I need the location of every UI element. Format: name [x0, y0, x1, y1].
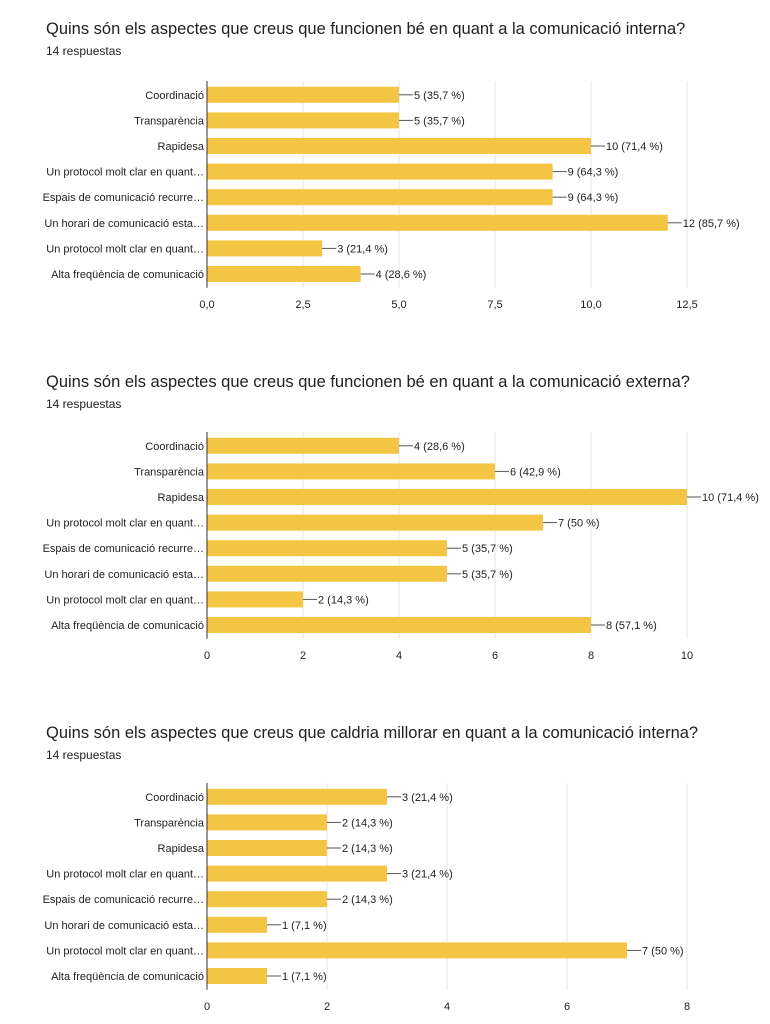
- data-label: 1 (7,1 %): [282, 971, 327, 983]
- bar: [207, 514, 543, 531]
- x-tick-label: 0,0: [199, 299, 214, 311]
- x-tick-label: 4: [396, 650, 402, 662]
- category-label: Transparència: [134, 817, 205, 829]
- bar: [207, 891, 327, 908]
- bar: [207, 214, 668, 231]
- chart-1-title: Quins són els aspectes que creus que fun…: [46, 20, 686, 38]
- data-label: 8 (57,1 %): [606, 620, 657, 632]
- data-label: 7 (50 %): [642, 945, 684, 957]
- bar: [207, 565, 447, 582]
- data-label: 4 (28,6 %): [376, 269, 427, 281]
- category-label: Un protocol molt clar en quant…: [46, 243, 204, 255]
- category-label: Alta freqüència de comunicació: [51, 269, 204, 281]
- x-tick-label: 0: [204, 1001, 210, 1013]
- data-label: 3 (21,4 %): [402, 869, 453, 881]
- bar: [207, 814, 327, 831]
- category-label: Coordinació: [145, 90, 204, 102]
- data-label: 3 (21,4 %): [337, 243, 388, 255]
- bar: [207, 591, 303, 608]
- bar: [207, 240, 323, 257]
- data-label: 1 (7,1 %): [282, 920, 327, 932]
- bar: [207, 916, 267, 933]
- category-label: Espais de comunicació recurre…: [43, 894, 204, 906]
- data-label: 5 (35,7 %): [462, 569, 513, 581]
- category-label: Espais de comunicació recurre…: [43, 192, 204, 204]
- category-label: Alta freqüència de comunicació: [51, 620, 204, 632]
- bar: [207, 942, 627, 959]
- data-label: 5 (35,7 %): [462, 543, 513, 555]
- category-label: Un protocol molt clar en quant…: [46, 518, 204, 530]
- data-label: 4 (28,6 %): [414, 441, 465, 453]
- category-label: Coordinació: [145, 792, 204, 804]
- bar: [207, 968, 267, 984]
- category-label: Alta freqüència de comunicació: [51, 971, 204, 983]
- data-label: 9 (64,3 %): [568, 167, 619, 179]
- data-label: 9 (64,3 %): [568, 192, 619, 204]
- bar: [207, 540, 447, 557]
- category-label: Un protocol molt clar en quant…: [46, 594, 204, 606]
- bar: [207, 489, 687, 505]
- category-label: Un horari de comunicació esta…: [44, 218, 204, 230]
- chart-1-subtitle: 14 respuestas: [46, 44, 122, 58]
- data-label: 7 (50 %): [558, 518, 600, 530]
- bar: [207, 138, 591, 154]
- category-label: Transparència: [134, 115, 205, 127]
- bar: [207, 189, 553, 206]
- bar: [207, 865, 387, 882]
- category-label: Un protocol molt clar en quant…: [46, 869, 204, 881]
- category-label: Espais de comunicació recurre…: [43, 543, 204, 555]
- bar: [207, 788, 387, 805]
- x-tick-label: 10,0: [580, 299, 601, 311]
- x-tick-label: 6: [564, 1001, 570, 1013]
- chart-3-title: Quins són els aspectes que creus que cal…: [46, 724, 699, 742]
- data-label: 5 (35,7 %): [414, 115, 465, 127]
- x-tick-label: 8: [684, 1001, 690, 1013]
- x-tick-label: 7,5: [487, 299, 502, 311]
- x-tick-label: 2: [300, 650, 306, 662]
- category-label: Un horari de comunicació esta…: [44, 920, 204, 932]
- data-label: 2 (14,3 %): [342, 894, 393, 906]
- bar: [207, 163, 553, 180]
- data-label: 6 (42,9 %): [510, 466, 561, 478]
- category-label: Coordinació: [145, 441, 204, 453]
- chart-2-title: Quins són els aspectes que creus que fun…: [46, 373, 690, 391]
- category-label: Rapidesa: [158, 141, 205, 153]
- bar: [207, 840, 327, 856]
- data-label: 12 (85,7 %): [683, 218, 740, 230]
- x-tick-label: 6: [492, 650, 498, 662]
- bar: [207, 266, 361, 282]
- category-label: Un protocol molt clar en quant…: [46, 945, 204, 957]
- data-label: 10 (71,4 %): [606, 141, 663, 153]
- category-label: Un protocol molt clar en quant…: [46, 167, 204, 179]
- data-label: 5 (35,7 %): [414, 90, 465, 102]
- category-label: Un horari de comunicació esta…: [44, 569, 204, 581]
- bar: [207, 617, 591, 633]
- bar: [207, 86, 399, 103]
- chart-3-subtitle: 14 respuestas: [46, 748, 122, 762]
- data-label: 2 (14,3 %): [318, 594, 369, 606]
- bar: [207, 112, 399, 129]
- x-tick-label: 4: [444, 1001, 450, 1013]
- x-tick-label: 2: [324, 1001, 330, 1013]
- category-label: Rapidesa: [158, 492, 205, 504]
- x-tick-label: 0: [204, 650, 210, 662]
- x-tick-label: 2,5: [295, 299, 310, 311]
- bar: [207, 463, 495, 480]
- x-tick-label: 10: [681, 650, 693, 662]
- data-label: 10 (71,4 %): [702, 492, 759, 504]
- category-label: Transparència: [134, 466, 205, 478]
- chart-2-subtitle: 14 respuestas: [46, 397, 122, 411]
- data-label: 2 (14,3 %): [342, 817, 393, 829]
- x-tick-label: 8: [588, 650, 594, 662]
- category-label: Rapidesa: [158, 843, 205, 855]
- data-label: 2 (14,3 %): [342, 843, 393, 855]
- data-label: 3 (21,4 %): [402, 792, 453, 804]
- x-tick-label: 5,0: [391, 299, 406, 311]
- bar: [207, 437, 399, 454]
- x-tick-label: 12,5: [676, 299, 697, 311]
